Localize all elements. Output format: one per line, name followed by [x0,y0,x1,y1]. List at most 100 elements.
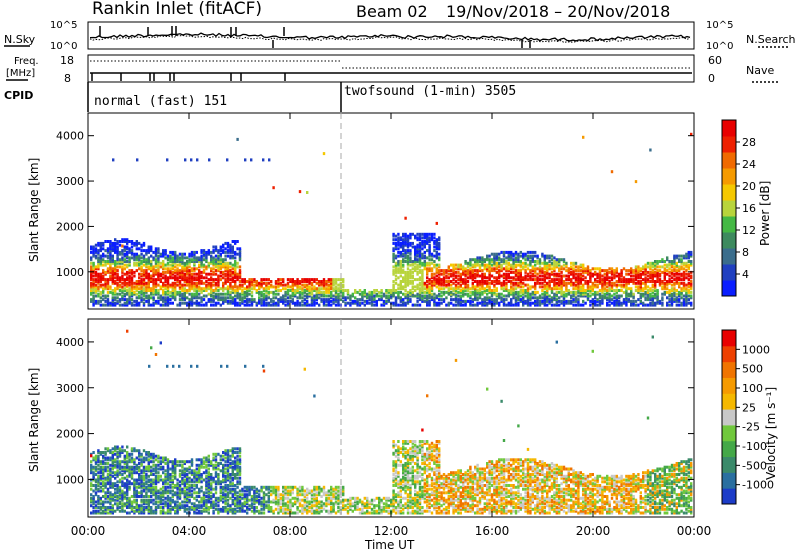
scatter-cell [598,278,602,282]
scatter-cell [109,473,112,476]
scatter-cell [157,471,160,475]
scatter-cell [538,303,542,307]
scatter-cell [188,292,191,296]
scatter-cell [298,290,302,294]
scatter-cell [330,280,333,283]
scatter-cell [565,283,568,287]
scatter-cell [594,296,597,300]
scatter-cell [222,263,225,267]
scatter-cell [673,254,676,258]
scatter-cell [464,281,467,285]
scatter-cell [430,238,434,242]
scatter-cell [512,260,515,263]
scatter-cell [601,280,604,283]
scatter-cell [505,272,508,276]
scatter-cell [106,256,110,260]
scatter-cell [406,296,410,300]
scatter-cell [294,292,297,296]
scatter-cell [123,280,126,283]
scatter-cell [666,258,669,262]
scatter-cell [142,281,146,285]
scatter-cell [164,301,167,305]
scatter-cell [498,281,501,285]
scatter-cell [668,292,671,296]
scatter-cell [565,289,568,292]
scatter-cell [608,267,611,271]
scatter-cell [382,303,386,307]
scatter-cell [109,476,112,480]
scatter-cell [224,280,227,283]
scatter-cell [99,254,102,258]
scatter-cell [344,301,347,305]
scatter-cell [267,287,270,291]
scatter-cell [512,289,515,292]
scatter-cell [138,452,141,456]
scatter-cell [394,301,398,305]
scatter-cell [594,303,597,307]
scatter-cell [157,260,160,263]
scatter-cell [392,301,395,305]
scatter-cell [243,292,246,296]
scatter-cell [130,476,134,480]
scatter-cell [622,301,626,305]
scatter-cell [274,280,278,283]
scatter-cell [469,301,472,305]
scatter-cell [106,283,110,287]
scatter-cell [320,292,323,296]
scatter-cell [630,299,633,303]
scatter-cell [142,476,146,480]
scatter-cell [685,298,688,302]
power-scatter [90,132,693,307]
scatter-cell [466,292,470,296]
scatter-cell [651,301,654,305]
scatter-cell [522,276,525,280]
scatter-cell [430,274,434,278]
scatter-cell [109,449,112,453]
scatter-cell [198,278,201,282]
scatter-cell [109,290,112,294]
scatter-cell [385,294,388,298]
scatter-cell [123,240,126,243]
scatter-cell [418,265,422,269]
scatter-cell [502,287,506,291]
scatter-cell [406,272,410,276]
scatter-cell [147,469,150,473]
scatter-cell [200,270,203,274]
scatter-cell [668,267,671,271]
scatter-cell [409,243,412,247]
scatter-cell [94,283,98,287]
scatter-cell [315,298,318,302]
scatter-cell [505,267,508,271]
scatter-cell [675,281,678,285]
scatter-cell [392,260,395,263]
scatter-cell [507,276,510,280]
scatter-cell [356,298,359,302]
scatter-cell [570,281,573,285]
scatter-cell [478,281,482,285]
scatter-cell [582,285,585,289]
scatter-cell [500,263,503,267]
scatter-cell [118,493,122,497]
scatter-cell [166,281,170,285]
scatter-cell [534,270,537,274]
scatter-cell [423,281,426,285]
scatter-cell [512,258,515,262]
scatter-cell [188,299,191,303]
scatter-cell [495,299,498,303]
scatter-cell [226,285,230,289]
scatter-cell [217,298,220,302]
scatter-cell [315,287,318,291]
scatter-cell [128,504,131,508]
scatter-cell [332,283,335,287]
scatter-cell [166,258,170,262]
scatter-cell [181,265,184,269]
scatter-cell [447,290,450,294]
scatter-cell [644,281,647,285]
scatter-cell [680,289,683,292]
scatter-cell [142,489,146,493]
scatter-cell [147,261,150,265]
scatter-cell [104,272,107,276]
scatter-cell [140,296,143,300]
scatter-cell [94,487,98,491]
scatter-cell [99,241,102,245]
